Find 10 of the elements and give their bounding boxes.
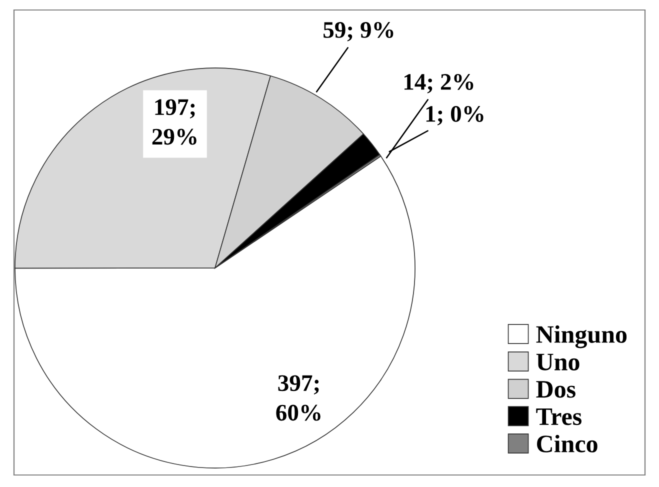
- data-label: 14; 2%: [404, 74, 474, 94]
- legend-label: Uno: [536, 354, 580, 370]
- data-label: 197; 29%: [152, 99, 196, 145]
- data-label: 1; 0%: [426, 106, 484, 126]
- legend-label: Dos: [536, 381, 576, 398]
- data-label: 397; 60%: [276, 375, 320, 421]
- legend-label: Cinco: [537, 434, 598, 452]
- legend-label: Tres: [536, 408, 582, 426]
- legend-label: Ninguno: [536, 325, 627, 348]
- data-label: 59; 9%: [324, 22, 394, 42]
